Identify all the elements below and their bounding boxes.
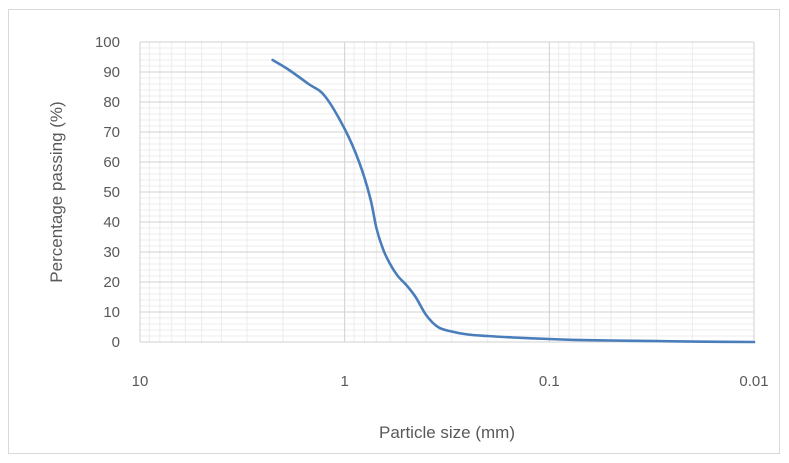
y-tick-label: 40: [103, 214, 120, 231]
y-tick-label: 50: [103, 184, 120, 201]
y-tick-label: 0: [112, 334, 120, 351]
x-tick-label: 10: [132, 373, 149, 390]
y-tick-label: 70: [103, 124, 120, 141]
major-gridlines: [139, 41, 755, 343]
y-tick-label: 60: [103, 154, 120, 171]
y-tick-label: 20: [103, 274, 120, 291]
series-line: [271, 58, 756, 344]
y-tick-label: 100: [95, 34, 120, 51]
y-tick-label: 80: [103, 94, 120, 111]
y-tick-label: 10: [103, 304, 120, 321]
chart-frame: [8, 9, 780, 454]
y-axis-title: Percentage passing (%): [47, 101, 66, 282]
y-tick-label: 90: [103, 64, 120, 81]
x-tick-labels: 10 1 0.1 0.01: [132, 373, 769, 390]
x-tick-label: 0.01: [739, 373, 768, 390]
x-tick-label: 0.1: [539, 373, 560, 390]
x-axis-title: Particle size (mm): [379, 423, 515, 442]
y-tick-label: 30: [103, 244, 120, 261]
x-tick-label: 1: [340, 373, 348, 390]
y-tick-labels: 0 10 20 30 40 50 60 70 80 90 100: [95, 34, 120, 351]
series-layer: [271, 58, 756, 344]
